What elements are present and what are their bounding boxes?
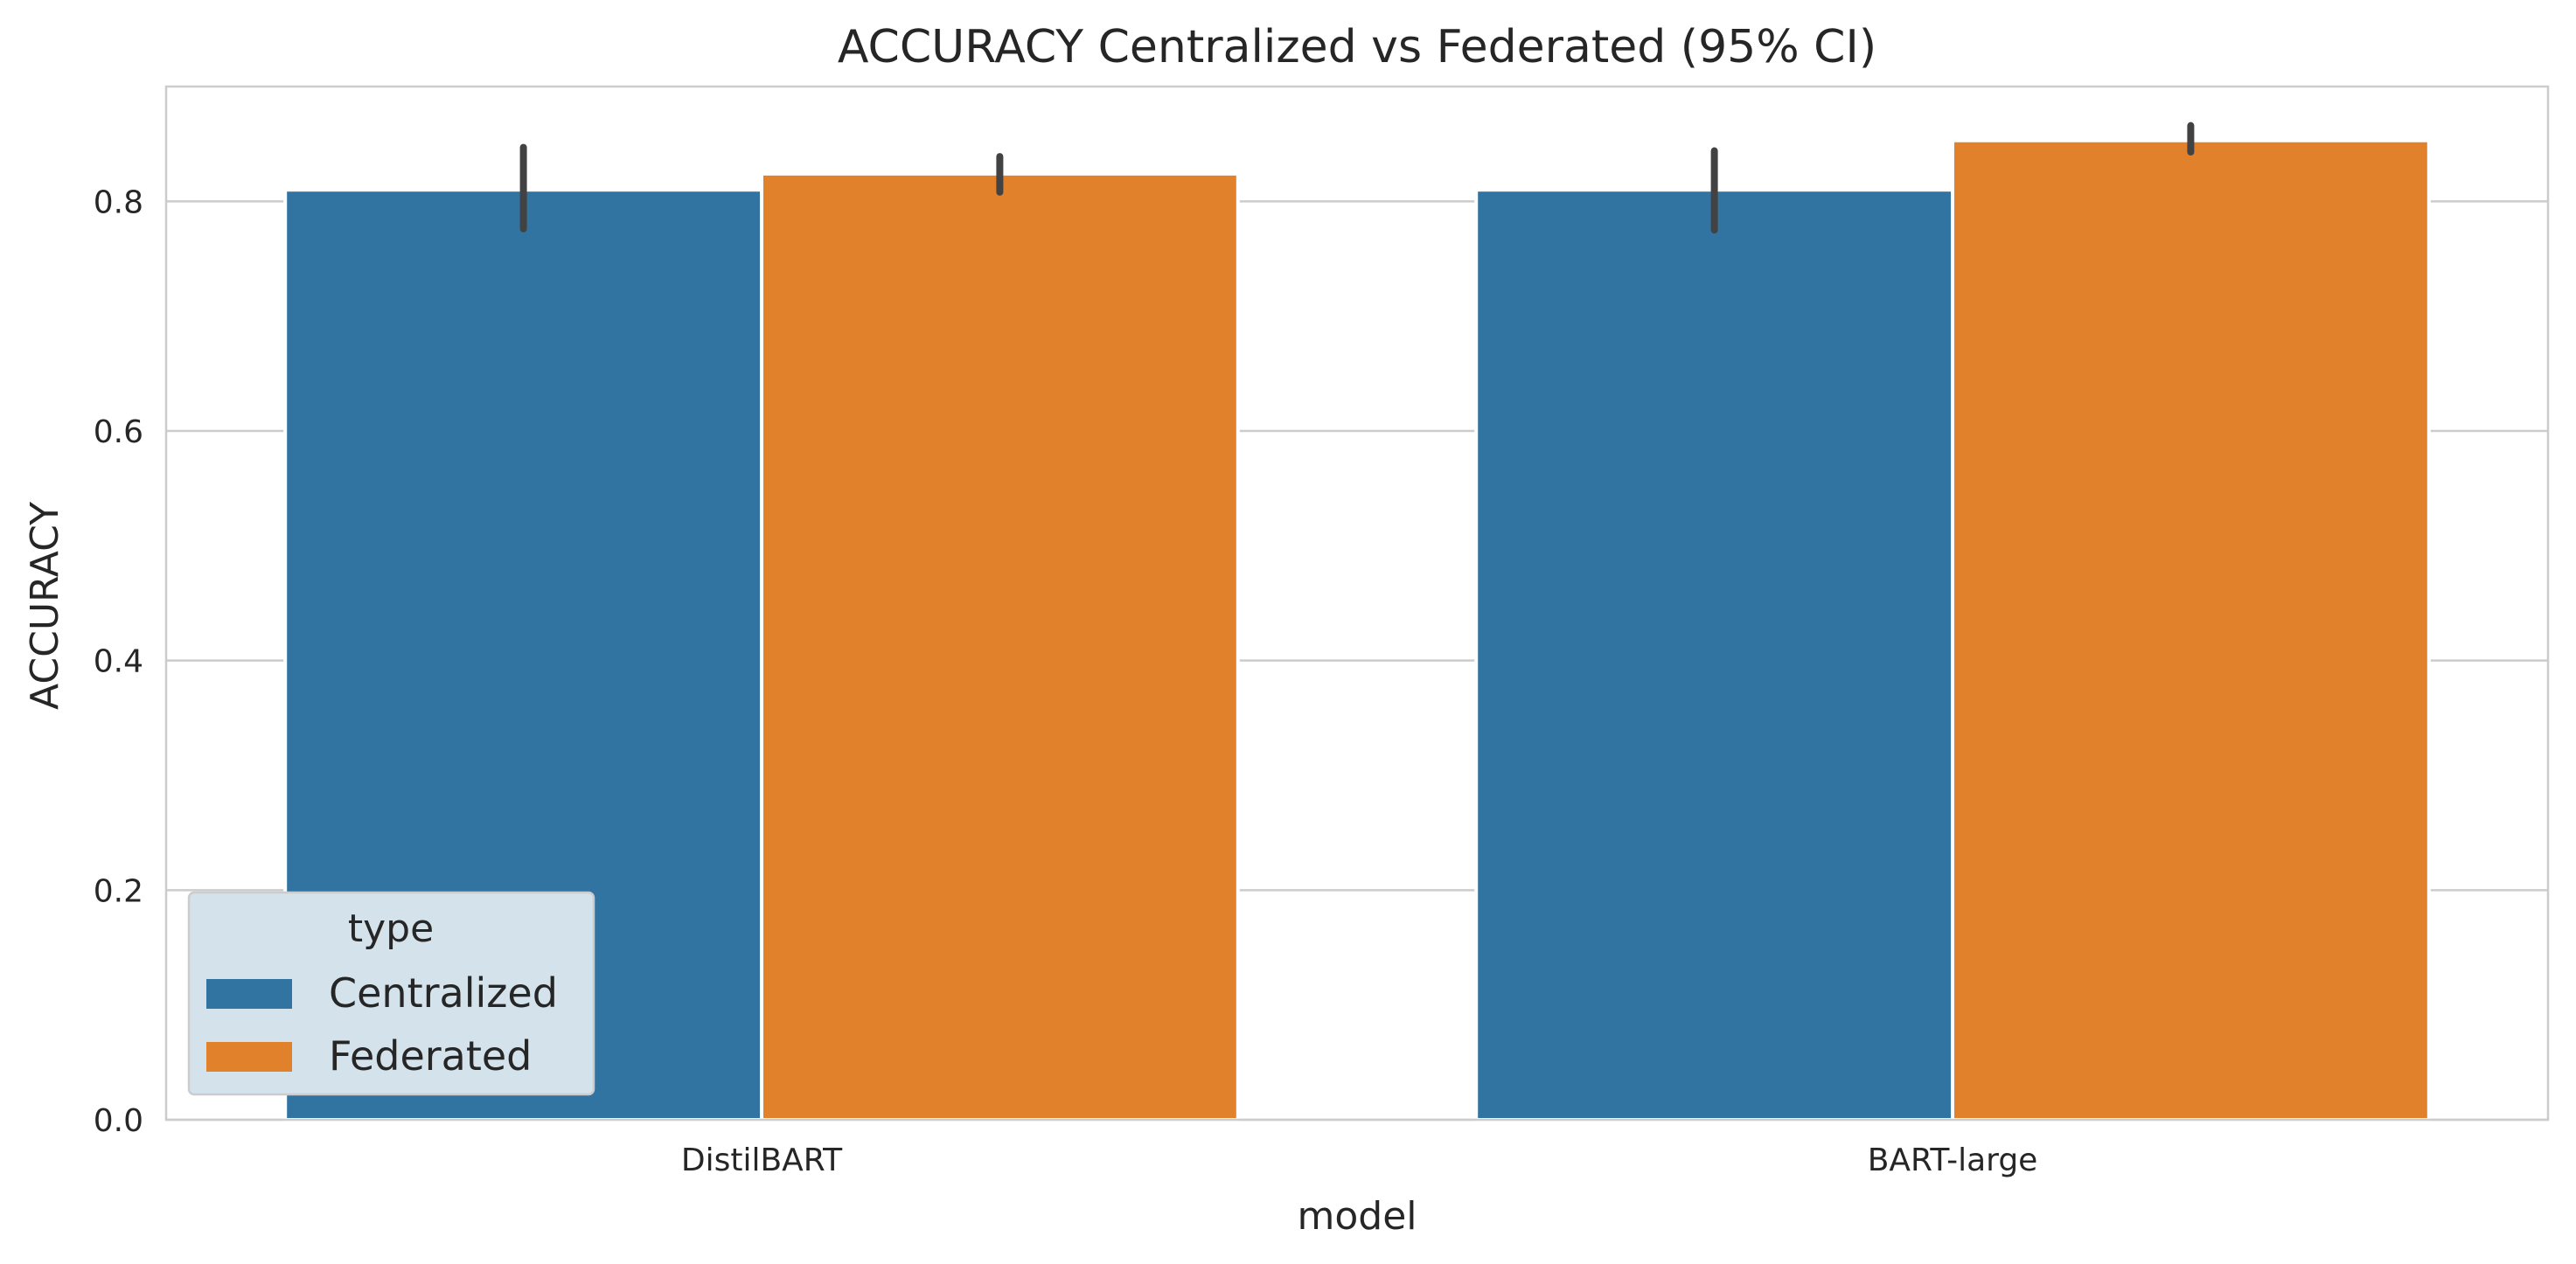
y-tick-label: 0.4 [94, 644, 143, 680]
error-bars [519, 122, 2195, 234]
x-axis-label: model [1297, 1194, 1417, 1239]
y-tick-label: 0.0 [94, 1103, 143, 1139]
bar-federated-bart-large [1951, 138, 2431, 1122]
x-tick-label: DistilBART [681, 1142, 843, 1178]
legend: type Centralized Federated [187, 891, 595, 1096]
y-tick-labels: 0.0 0.2 0.4 0.6 0.8 [94, 184, 143, 1139]
legend-swatch-centralized [206, 979, 292, 1009]
legend-title: type [348, 906, 434, 951]
legend-swatch-federated [206, 1042, 292, 1072]
y-tick-label: 0.8 [94, 184, 143, 220]
legend-label-federated: Federated [329, 1032, 532, 1080]
y-axis-label: ACCURACY [23, 502, 67, 710]
y-tick-label: 0.2 [94, 873, 143, 909]
bars [283, 138, 2431, 1122]
y-tick-label: 0.6 [94, 414, 143, 450]
x-tick-labels: DistilBART BART-large [681, 1142, 2037, 1178]
legend-label-centralized: Centralized [329, 969, 558, 1017]
bar-federated-distilbart [760, 171, 1240, 1122]
chart-title: ACCURACY Centralized vs Federated (95% C… [838, 21, 1876, 73]
x-tick-label: BART-large [1868, 1142, 2038, 1178]
plot-frame [164, 85, 2550, 1122]
bar-centralized-bart-large [1474, 188, 1954, 1122]
